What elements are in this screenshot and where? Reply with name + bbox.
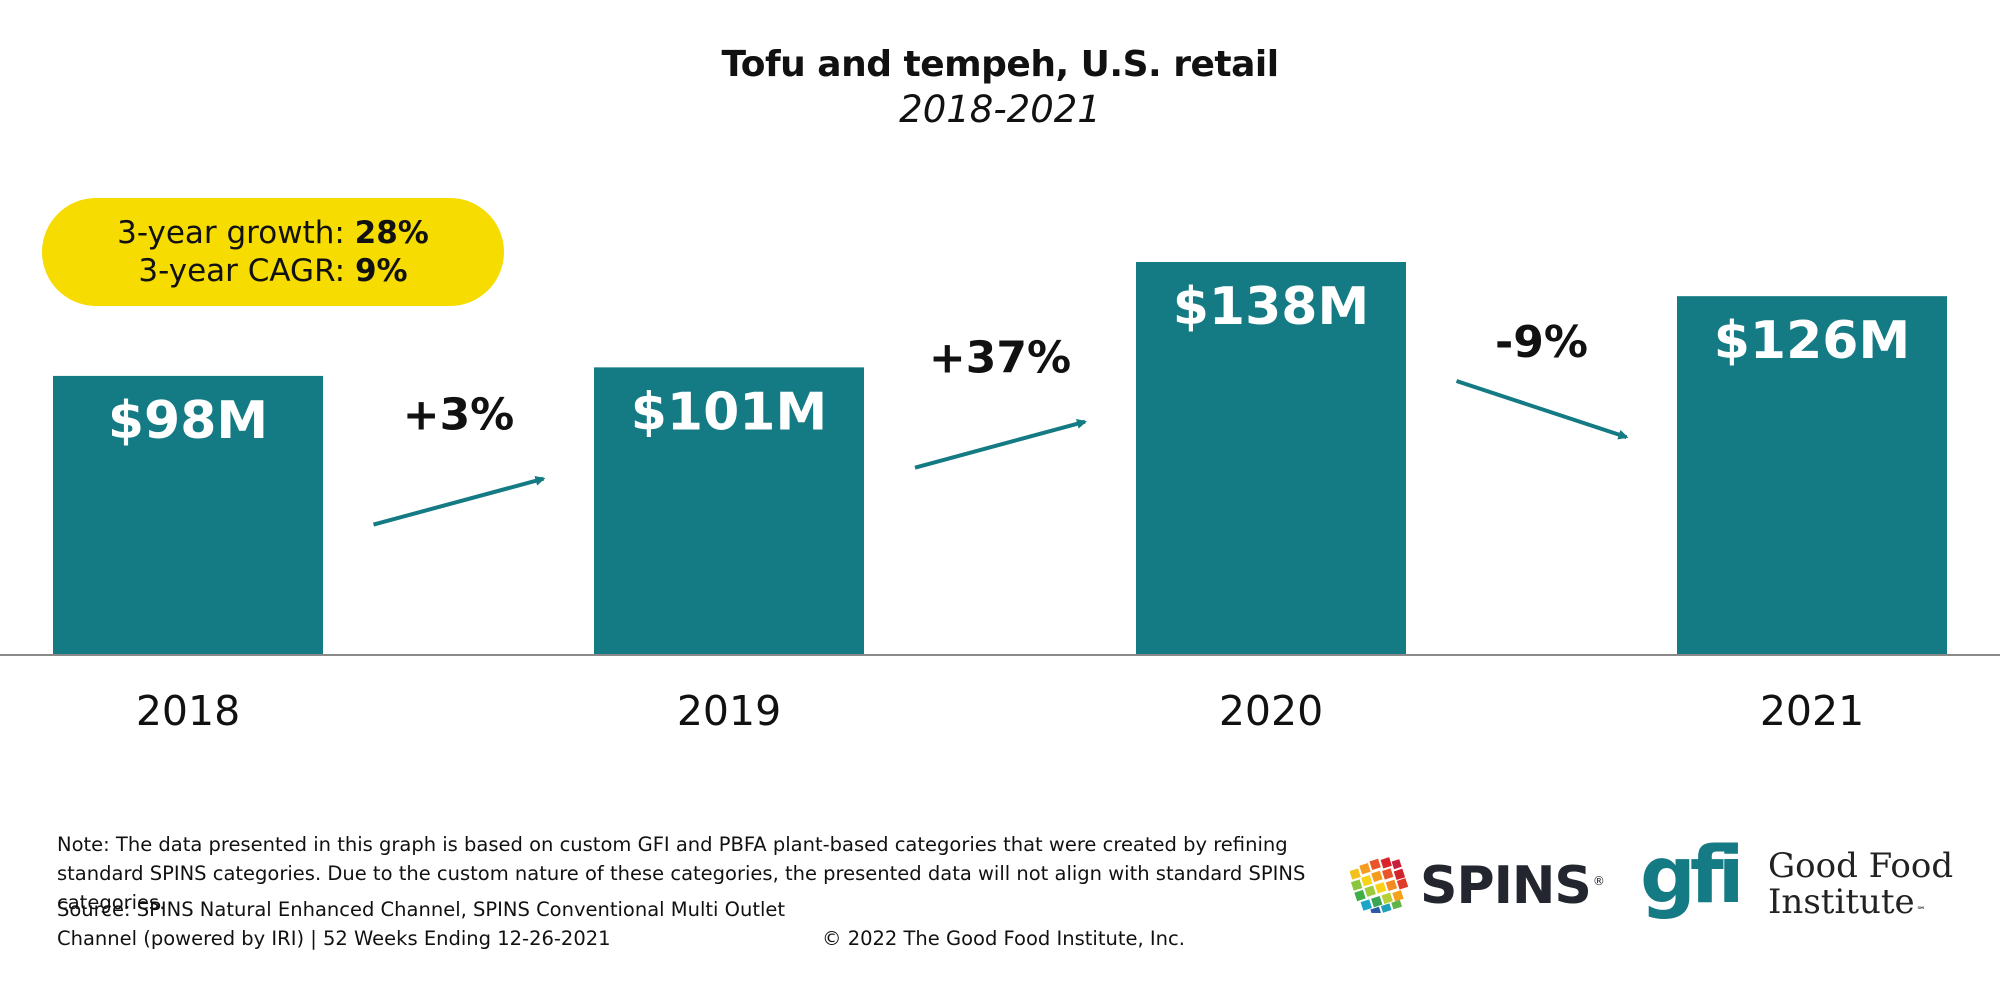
bar-2019: [594, 367, 864, 655]
growth-label: 3-year growth:: [117, 215, 345, 251]
bar-value-label: $98M: [108, 391, 268, 451]
gfi-mark-text: gfi: [1640, 831, 1739, 921]
bar-value-label: $126M: [1714, 311, 1910, 371]
change-arrow: [372, 475, 546, 527]
gfi-line-2: Institute ℠: [1768, 884, 1953, 929]
change-label: +37%: [929, 333, 1071, 384]
spins-globe-icon: [1350, 857, 1409, 913]
bar-2021: [1677, 296, 1947, 655]
footnote: Note: The data presented in this graph i…: [57, 833, 1306, 914]
growth-value: 28%: [354, 215, 429, 251]
source-note: Source: SPINS Natural Enhanced Channel, …: [57, 895, 817, 953]
x-tick-label: 2018: [136, 687, 240, 735]
cagr-label: 3-year CAGR:: [138, 253, 346, 289]
spins-logo: SPINS ®: [1350, 852, 1605, 918]
chart-title: Tofu and tempeh, U.S. retail: [721, 44, 1279, 85]
bar-2020: [1136, 262, 1406, 655]
registered-mark: ®: [1592, 873, 1605, 888]
gfi-logo: gfi Good Food Institute ℠: [1640, 830, 1960, 940]
cagr-value: 9%: [354, 253, 408, 289]
change-label: +3%: [403, 390, 515, 441]
source-line-2: Channel (powered by IRI) | 52 Weeks Endi…: [57, 927, 611, 950]
x-tick-label: 2020: [1219, 687, 1323, 735]
bar-value-label: $101M: [631, 382, 827, 442]
service-mark: ℠: [1916, 906, 1926, 916]
gfi-line-2-text: Institute: [1768, 882, 1915, 922]
cagr-line: 3-year CAGR: 9%: [138, 252, 407, 290]
copyright: © 2022 The Good Food Institute, Inc.: [822, 927, 1185, 950]
gfi-line-1: Good Food: [1768, 846, 1954, 886]
x-tick-label: 2019: [677, 687, 781, 735]
gfi-monogram-icon: gfi: [1640, 831, 1740, 921]
change-label: -9%: [1495, 317, 1588, 368]
growth-line: 3-year growth: 28%: [117, 214, 429, 252]
source-line-1: Source: SPINS Natural Enhanced Channel, …: [57, 898, 786, 921]
chart-subtitle: 2018-2021: [899, 88, 1101, 131]
gfi-wordmark: Good Food Institute ℠: [1768, 848, 1953, 929]
bar-2018: [53, 375, 323, 655]
spins-wordmark: SPINS ®: [1420, 856, 1605, 916]
change-arrow: [1455, 379, 1629, 440]
bar-value-label: $138M: [1173, 277, 1369, 337]
x-tick-label: 2021: [1760, 687, 1864, 735]
change-arrow: [914, 418, 1087, 470]
growth-summary-badge: 3-year growth: 28% 3-year CAGR: 9%: [42, 198, 504, 306]
spins-text: SPINS: [1420, 856, 1592, 916]
